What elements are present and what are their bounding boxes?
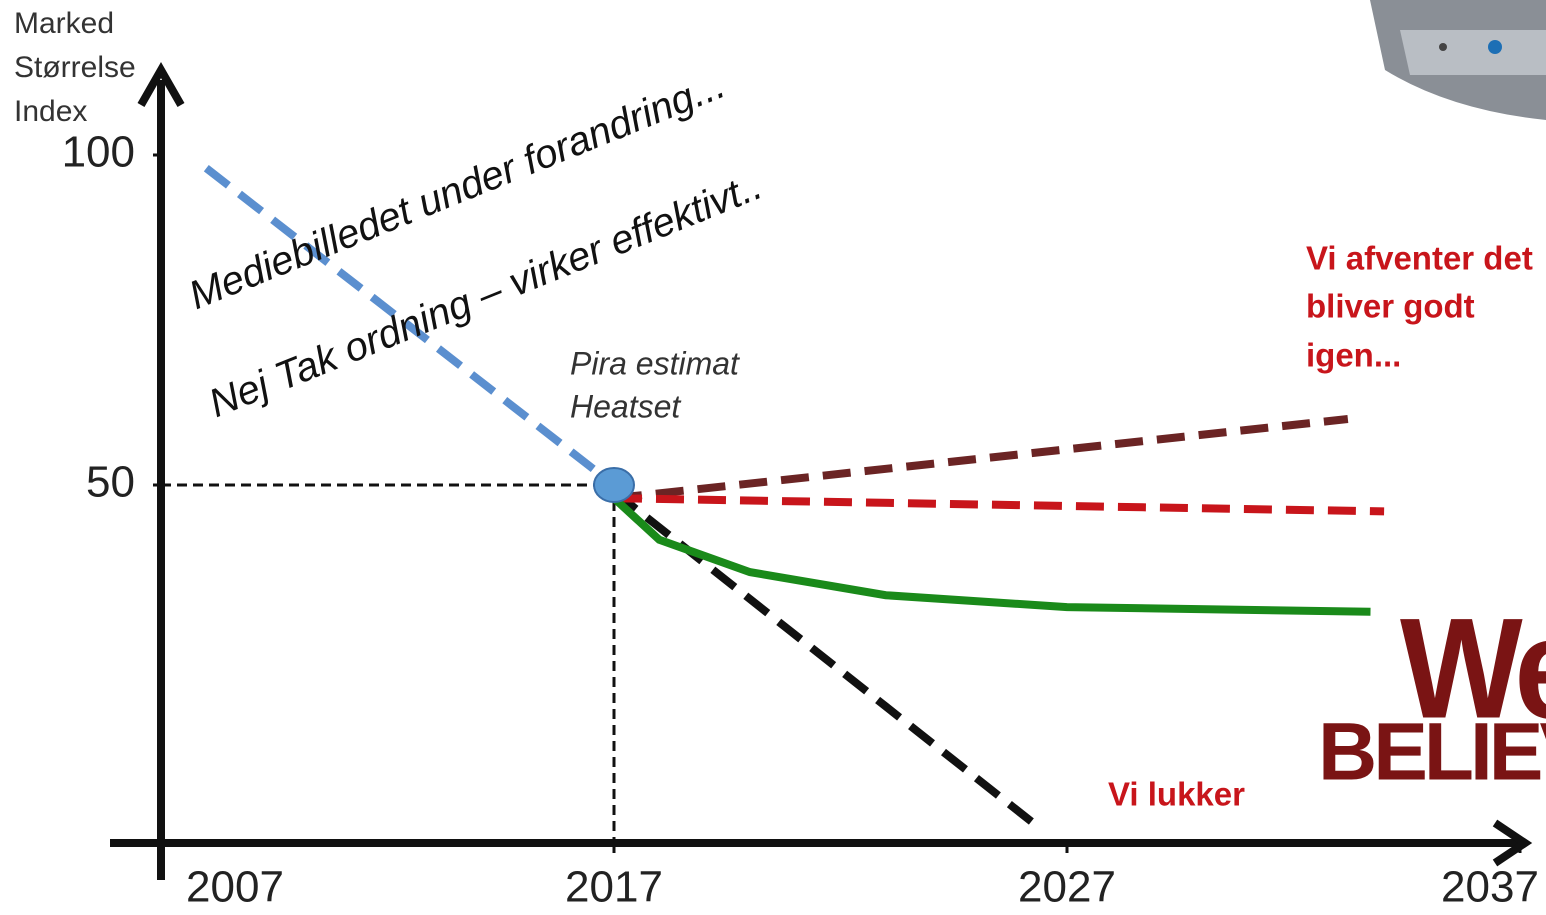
logo-text: BELIEVE (1318, 707, 1546, 798)
line-series (611, 488, 1043, 832)
x-tick-label: 2017 (565, 863, 663, 912)
annotation: Vi lukker (1108, 776, 1245, 813)
line-series (203, 165, 617, 489)
marker-point (593, 467, 635, 503)
annotation: Heatset (570, 388, 681, 424)
y-axis-title: Index (14, 95, 87, 128)
annotation: Pira estimat (570, 345, 740, 381)
x-tick-label: 2007 (186, 863, 284, 912)
y-axis-arrow (137, 61, 185, 107)
y-axis-title: Størrelse (14, 51, 136, 84)
line-series (613, 494, 1385, 516)
annotation: Vi afventer det (1306, 240, 1533, 277)
logo-text: We (1400, 588, 1546, 748)
line-series (611, 495, 1371, 616)
y-axis-title: Marked (14, 7, 114, 40)
x-tick-label: 2037 (1441, 863, 1539, 912)
x-tick-label: 2027 (1018, 863, 1116, 912)
annotation: bliver godt (1306, 288, 1475, 325)
line-series (613, 415, 1349, 503)
annotation: igen... (1306, 337, 1401, 374)
y-tick-label: 100 (62, 128, 135, 177)
annotation: Mediebilledet under forandring... (183, 62, 731, 318)
x-axis-arrow (1492, 819, 1533, 867)
y-tick-label: 50 (86, 458, 135, 507)
corner-photo (1370, 0, 1546, 120)
